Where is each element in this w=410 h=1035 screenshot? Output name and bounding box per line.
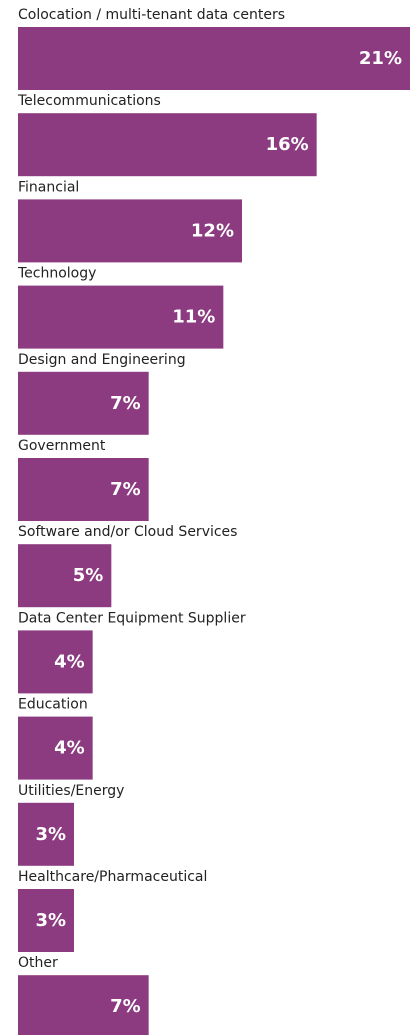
category-label: Utilities/Energy xyxy=(18,783,124,799)
value-label: 5% xyxy=(73,565,104,586)
value-label: 7% xyxy=(110,393,141,414)
bar xyxy=(18,802,74,866)
bar xyxy=(18,630,93,694)
bar xyxy=(18,199,242,263)
category-label: Financial xyxy=(18,179,79,195)
bar xyxy=(18,889,74,952)
category-label: Healthcare/Pharmaceutical xyxy=(18,869,207,885)
category-label: Design and Engineering xyxy=(18,352,186,368)
bar xyxy=(18,716,93,780)
bar xyxy=(18,975,149,1035)
bar xyxy=(18,27,410,90)
bar xyxy=(18,113,317,177)
category-label: Software and/or Cloud Services xyxy=(18,524,237,540)
value-label: 3% xyxy=(35,910,66,931)
bar xyxy=(18,544,112,608)
value-label: 3% xyxy=(35,824,66,845)
category-label: Government xyxy=(18,438,106,454)
value-label: 12% xyxy=(191,220,234,241)
value-label: 4% xyxy=(54,738,85,759)
value-label: 11% xyxy=(172,307,215,328)
bar xyxy=(18,371,149,435)
category-label: Technology xyxy=(17,266,96,282)
value-label: 21% xyxy=(359,48,402,69)
value-label: 7% xyxy=(110,479,141,500)
category-label: Colocation / multi-tenant data centers xyxy=(18,7,285,23)
bar xyxy=(18,285,224,349)
value-label: 16% xyxy=(266,134,309,155)
category-label: Other xyxy=(18,955,58,971)
value-label: 4% xyxy=(54,651,85,672)
category-label: Data Center Equipment Supplier xyxy=(18,610,246,626)
bar xyxy=(18,458,149,521)
category-label: Education xyxy=(18,697,88,713)
value-label: 7% xyxy=(110,996,141,1017)
category-label: Telecommunications xyxy=(17,93,161,109)
